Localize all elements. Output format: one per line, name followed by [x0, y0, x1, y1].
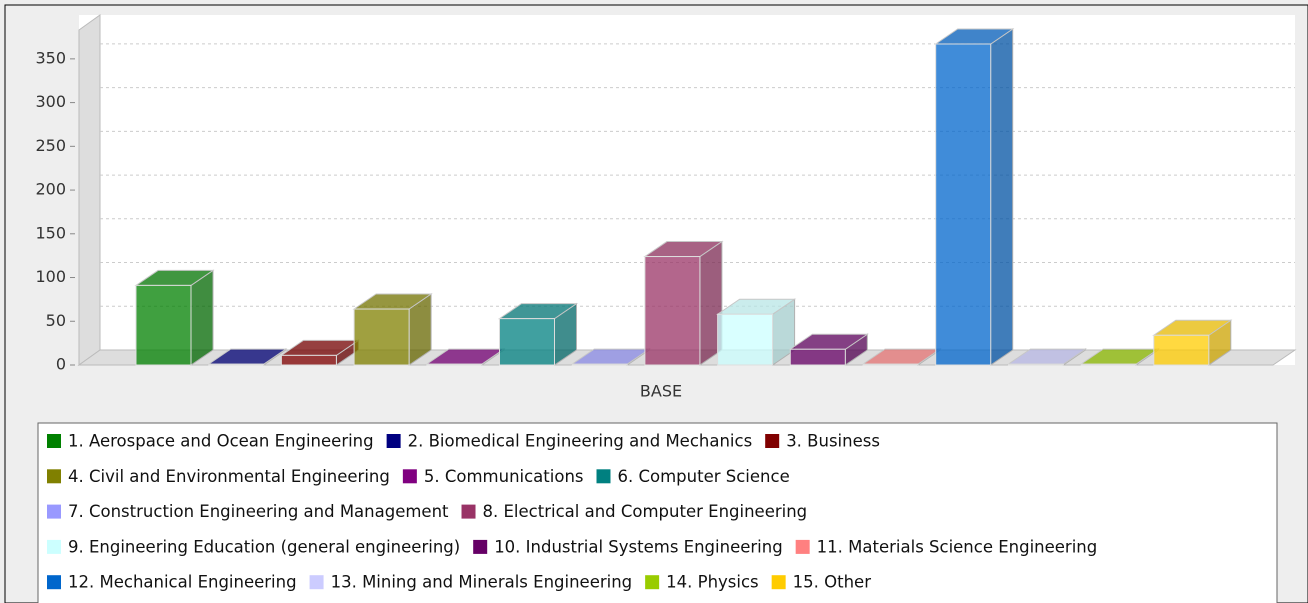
legend-label: 9. Engineering Education (general engine… [68, 537, 460, 556]
bar [935, 43, 992, 366]
y-tick-label: 250 [35, 136, 66, 155]
bar-side [190, 269, 214, 366]
bar [280, 354, 337, 366]
legend-swatch [47, 434, 61, 448]
bar [426, 363, 483, 366]
legend-swatch [47, 575, 61, 590]
bar [571, 363, 628, 366]
bar [208, 363, 265, 366]
legend-swatch [473, 539, 488, 554]
bar [499, 318, 555, 366]
bar [862, 363, 919, 366]
y-tick-label: 200 [35, 180, 66, 199]
legend-label: 2. Biomedical Engineering and Mechanics [408, 432, 753, 451]
bar [717, 313, 774, 366]
legend-label: 7. Construction Engineering and Manageme… [68, 502, 449, 521]
legend-swatch [765, 434, 780, 448]
legend-swatch [47, 539, 61, 554]
legend-label: 4. Civil and Environmental Engineering [68, 467, 390, 486]
legend-swatch [771, 575, 786, 590]
bar [644, 256, 701, 366]
legend-label: 8. Electrical and Computer Engineering [483, 502, 808, 521]
legend-label: 11. Materials Science Engineering [817, 537, 1098, 556]
bar [1153, 334, 1210, 366]
legend-label: 13. Mining and Minerals Engineering [331, 573, 633, 592]
left-wall [78, 14, 101, 366]
legend-label: 15. Other [793, 573, 872, 592]
legend-label: 14. Physics [666, 573, 759, 592]
y-tick-label: 0 [56, 355, 66, 374]
legend-swatch [461, 504, 476, 519]
legend-swatch [645, 575, 660, 590]
legend-label: 12. Mechanical Engineering [68, 573, 297, 592]
bar [789, 348, 846, 366]
bar [353, 308, 410, 366]
bar-side [990, 28, 1014, 366]
legend-swatch [386, 434, 401, 448]
legend-label: 1. Aerospace and Ocean Engineering [68, 432, 374, 451]
legend-swatch [47, 469, 61, 484]
legend-swatch [402, 469, 417, 484]
y-tick-label: 150 [35, 223, 66, 242]
legend-label: 3. Business [786, 432, 880, 451]
bar [1007, 363, 1064, 366]
bar [1080, 363, 1137, 366]
legend-swatch [47, 504, 61, 519]
y-tick-label: 300 [35, 92, 66, 111]
legend-label: 10. Industrial Systems Engineering [494, 537, 782, 556]
legend-label: 6. Computer Science [618, 467, 790, 486]
bars [100, 28, 1295, 366]
bar [135, 284, 192, 366]
legend [37, 422, 1278, 603]
legend-swatch [596, 469, 611, 484]
legend-swatch [795, 539, 810, 554]
y-tick-label: 50 [46, 311, 66, 330]
y-tick-label: 100 [35, 267, 66, 286]
legend-swatch [309, 575, 324, 590]
y-tick-label: 350 [35, 48, 66, 67]
legend-label: 5. Communications [424, 467, 584, 486]
x-tick-label: BASE [640, 382, 682, 401]
